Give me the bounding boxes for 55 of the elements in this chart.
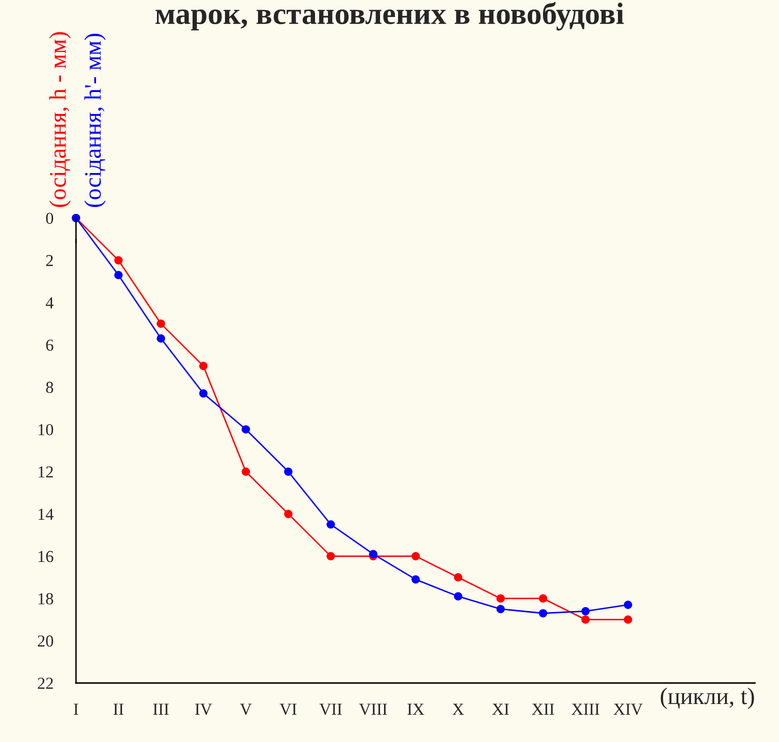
x-tick-label: III [153,704,169,715]
y-tick-label: 18 [38,593,54,604]
point [538,609,548,618]
x-tick-label: VI [280,704,297,715]
point [454,573,462,582]
x-tick-label: V [240,704,252,715]
point [369,550,378,558]
y-tick-label: 22 [38,678,53,689]
point [326,552,335,560]
point [326,520,335,529]
y-tick-label: 16 [38,550,54,562]
x-tick-label: I [74,704,78,715]
y-tick-label: 6 [46,340,54,351]
y-tick-label: 0 [46,212,54,224]
x-axis-title: (цикли, t) [660,688,754,710]
point [454,592,462,601]
point [284,467,292,476]
x-tick-label: XIII [572,704,600,715]
point [581,606,590,616]
y-tick-label: 10 [38,424,54,436]
point [156,334,166,343]
text: (осідання, h'- мм) [84,34,106,207]
point [156,320,166,328]
point [496,594,505,603]
point [538,594,548,603]
y-tick-label: 2 [46,255,53,266]
chart-title: марок, встановлених в новобудові [156,2,624,30]
point [624,600,632,609]
x-tick-label: XII [532,704,554,715]
point [199,362,208,370]
x-tick-label: VIII [359,704,387,715]
x-tick-label: IX [408,704,424,715]
x-tick-label: XIV [614,704,643,715]
y-tick-label: 12 [38,466,53,478]
y-tick-label: 8 [46,382,54,394]
point [242,467,250,476]
y-tick-label: 20 [38,635,54,647]
point [114,256,123,264]
x-tick-label: IV [195,704,212,715]
x-tick-label: II [114,704,124,715]
point [284,510,292,518]
point [581,615,590,624]
y-tick-label: 4 [46,297,54,308]
point [624,615,632,624]
text: (осідання, h - мм) [49,32,71,207]
x-tick-label: XI [492,704,509,715]
y-tick-label: 14 [38,508,54,520]
point [242,425,250,434]
point [412,575,420,584]
point [496,604,505,614]
point [199,389,208,398]
x-tick-label: VII [319,704,342,715]
point [114,270,123,280]
point [412,552,420,560]
x-tick-label: X [452,704,464,715]
